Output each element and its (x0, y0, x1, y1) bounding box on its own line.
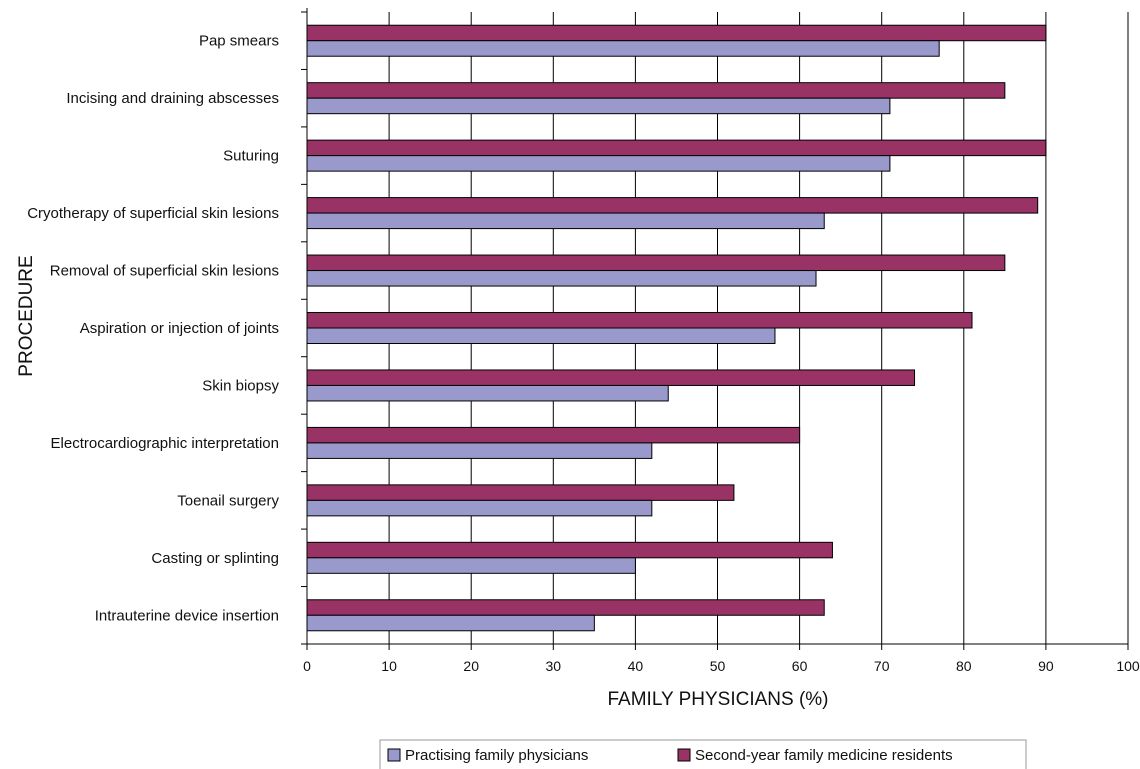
bar-practising (306, 384, 669, 402)
y-axis-title: PROCEDURE (16, 255, 37, 376)
x-tick-label: 40 (628, 658, 644, 674)
x-tick-label: 80 (956, 658, 972, 674)
x-tick-label: 0 (303, 658, 311, 674)
category-label: Pap smears (199, 33, 279, 50)
axes (301, 8, 1129, 650)
bar-residents (306, 254, 1006, 272)
x-tick-label: 30 (546, 658, 562, 674)
tick-labels: 0 10 20 30 40 50 60 70 80 90 100 (303, 658, 1140, 674)
legend-label-practising: Practising family physicians (405, 747, 588, 764)
bar-practising (306, 499, 653, 517)
bar-practising (306, 155, 891, 172)
category-labels: Pap smears Incising and draining abscesse… (27, 33, 279, 625)
category-label: Skin biopsy (202, 377, 279, 394)
x-tick-label: 90 (1038, 658, 1054, 674)
category-label: Casting or splinting (151, 550, 279, 567)
x-tick-label: 50 (710, 658, 726, 674)
legend: Practising family physicians Second-year… (379, 739, 1027, 769)
bar-residents (306, 484, 735, 501)
bar-practising (306, 97, 891, 115)
bar-residents (306, 197, 1039, 214)
bar-residents (306, 312, 973, 329)
x-tick-label: 20 (463, 658, 479, 674)
bar-practising (306, 270, 817, 287)
x-tick-label: 70 (874, 658, 890, 674)
x-tick-label: 60 (792, 658, 808, 674)
bar-residents (306, 541, 833, 559)
category-label: Electrocardiographic interpretation (51, 435, 279, 452)
bars (306, 24, 1047, 632)
bar-residents (306, 599, 825, 616)
bar-practising (306, 557, 636, 574)
bar-practising (306, 442, 653, 459)
legend-swatch-practising (387, 748, 401, 762)
category-label: Toenail surgery (177, 492, 279, 509)
bar-residents (306, 426, 801, 444)
x-tick-label: 100 (1116, 658, 1140, 674)
legend-label-residents: Second-year family medicine residents (695, 747, 953, 764)
bar-practising (306, 40, 940, 57)
bar-practising (306, 212, 825, 230)
x-tick-label: 10 (381, 658, 397, 674)
category-label: Incising and draining abscesses (66, 90, 279, 107)
bar-residents (306, 24, 1047, 42)
category-label: Aspiration or injection of joints (80, 320, 279, 337)
legend-swatch-residents (677, 748, 691, 762)
bar-practising (306, 327, 776, 344)
category-label: Removal of superficial skin lesions (50, 263, 279, 280)
legend-box (379, 739, 1027, 769)
bar-residents (306, 82, 1006, 99)
category-label: Intrauterine device insertion (95, 607, 279, 624)
category-label: Cryotherapy of superficial skin lesions (27, 205, 279, 222)
bar-practising (306, 614, 595, 632)
x-axis-title: FAMILY PHYSICIANS (%) (607, 689, 828, 710)
category-label: Suturing (223, 148, 279, 165)
bar-residents (306, 369, 916, 386)
bar-residents (306, 139, 1047, 157)
